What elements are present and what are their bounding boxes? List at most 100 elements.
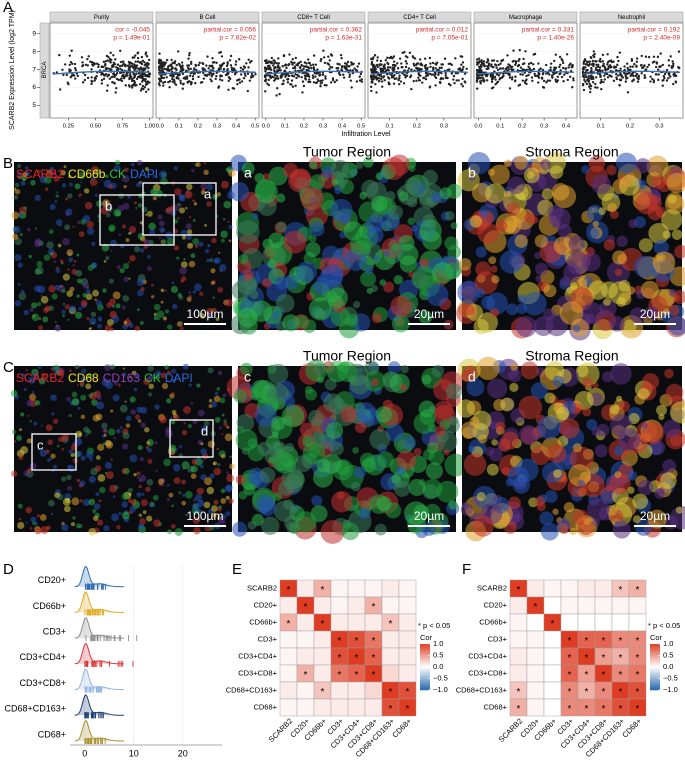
p-label: p = 1.49e-01 <box>113 35 150 42</box>
cell <box>481 295 496 310</box>
cell <box>249 290 259 300</box>
scatter-dot <box>322 56 326 59</box>
scatter-dot <box>561 61 565 65</box>
scatter-dot <box>293 67 297 70</box>
scatter-dot <box>140 55 144 59</box>
scatter-dot <box>141 59 145 63</box>
cell <box>166 370 171 375</box>
cell <box>187 424 192 429</box>
scatter-dot <box>133 82 136 86</box>
x-tick-label: 0.4 <box>562 124 571 130</box>
scatter-dot <box>447 62 451 66</box>
cell <box>309 174 326 190</box>
heat-cell <box>347 681 366 700</box>
scatter-dot <box>519 66 523 69</box>
sig-star: * <box>619 636 623 647</box>
scatter-dot <box>671 60 674 63</box>
scatter-dot <box>551 76 554 79</box>
scatter-dot <box>202 77 206 80</box>
scatter-dot <box>429 62 432 65</box>
scatter-dot <box>176 74 180 77</box>
cell <box>553 469 562 478</box>
scatter-dot <box>655 62 659 65</box>
cell <box>64 197 69 201</box>
scatter-dot <box>610 60 614 64</box>
scatter-dot <box>307 80 310 84</box>
row-label: CD66b+ <box>479 617 507 626</box>
scatter-dot <box>321 79 324 82</box>
scatter-dot <box>284 63 287 66</box>
cell <box>53 260 56 264</box>
cell <box>164 289 167 292</box>
cell <box>40 294 43 297</box>
scatter-dot <box>415 79 418 83</box>
scatter-dot <box>428 72 432 76</box>
colorbar-step <box>420 670 430 672</box>
scatter-dot <box>398 83 401 86</box>
cell <box>629 307 646 324</box>
cell <box>102 442 106 446</box>
scatter-dot <box>500 59 503 62</box>
density <box>74 591 124 613</box>
cell <box>573 325 581 333</box>
scatter-dot <box>229 54 233 58</box>
cell <box>173 414 180 421</box>
scatter-dot <box>86 57 89 61</box>
cell <box>178 194 186 202</box>
cell <box>146 210 153 217</box>
colorbar-step <box>420 646 430 648</box>
scatter-dot <box>375 70 378 74</box>
scatter-dot <box>313 72 317 75</box>
scatter-dot <box>461 77 464 81</box>
scatter-dot <box>219 50 223 54</box>
cell <box>23 470 30 477</box>
cell <box>166 237 175 245</box>
scatter-dot <box>143 68 146 71</box>
cell <box>304 386 313 394</box>
scatter-dot <box>114 91 117 94</box>
scatter-dot <box>516 64 520 68</box>
cell <box>138 193 144 199</box>
cell <box>203 169 209 176</box>
cell <box>115 159 121 165</box>
cell <box>74 183 81 190</box>
cell <box>195 162 201 167</box>
scatter-dot <box>413 64 416 67</box>
cell <box>133 201 138 205</box>
scatter-dot <box>127 60 131 64</box>
cell <box>321 165 334 179</box>
scatter-dot <box>598 66 602 69</box>
cell <box>121 443 129 450</box>
stat-label: partial.cor = 0.056 <box>204 27 257 34</box>
cell <box>28 254 32 259</box>
scatter-dot <box>381 69 385 72</box>
cell <box>383 250 390 257</box>
scatter-dot <box>673 72 676 76</box>
scatter-dot <box>536 81 540 84</box>
colorbar-label: −1.0 <box>663 685 678 694</box>
scatter-dot <box>635 57 639 60</box>
cell <box>353 466 366 479</box>
scatter-dot <box>112 61 116 64</box>
cell <box>81 368 87 374</box>
x-tick-label: 0.1 <box>597 124 605 130</box>
facet-title: Neutrophil <box>618 15 645 21</box>
scatter-dot <box>109 51 112 55</box>
scatter-dot <box>376 59 379 62</box>
cell <box>68 175 72 179</box>
scatter-dot <box>510 78 514 81</box>
cell <box>500 397 514 412</box>
scatter-dot <box>493 75 497 79</box>
cell <box>466 378 485 397</box>
scatter-dot <box>494 64 498 67</box>
scatter-dot <box>120 71 123 74</box>
heat-cell <box>577 596 596 615</box>
scatter-dot <box>556 75 559 79</box>
scatter-dot <box>586 78 590 81</box>
scatter-dot <box>622 71 626 75</box>
cell <box>105 255 110 261</box>
scatter-dot <box>460 82 463 86</box>
scatter-dot <box>314 75 317 78</box>
scatter-dot <box>508 87 512 90</box>
cell <box>418 310 433 324</box>
